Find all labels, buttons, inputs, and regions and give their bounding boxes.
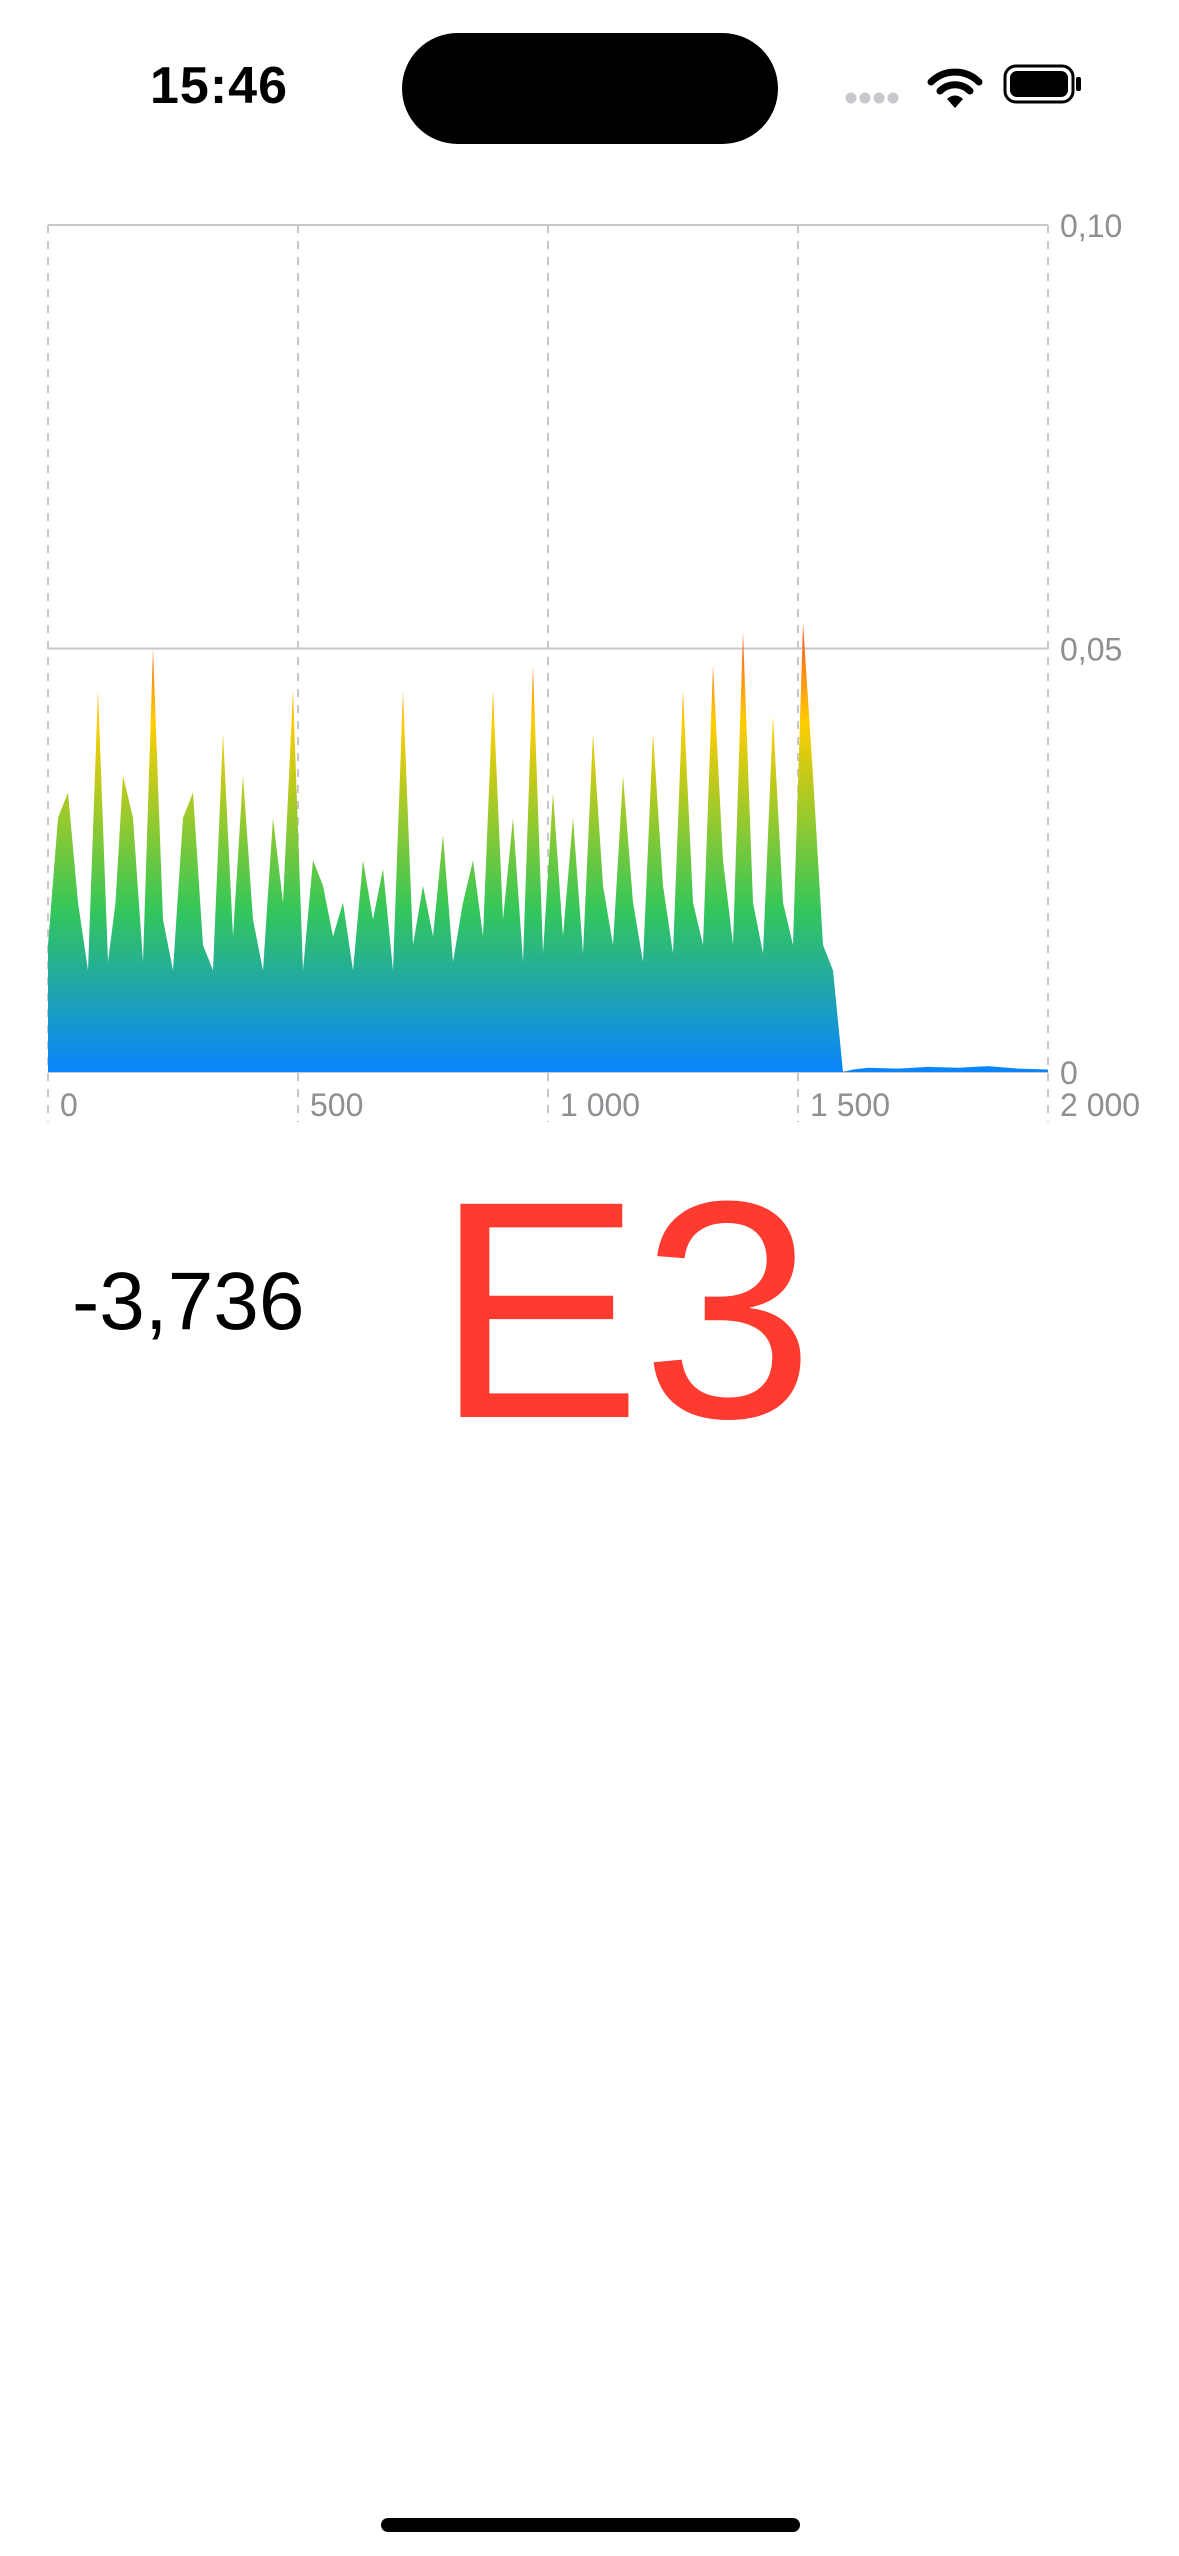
x-tick-label: 1 000 [560, 1087, 640, 1123]
x-tick-label: 2 000 [1060, 1087, 1140, 1123]
status-time: 15:46 [150, 57, 288, 115]
spectrum-chart-svg: 0 0,05 0,10 0 500 1 000 1 500 2 000 [47, 208, 1140, 1123]
wifi-icon [927, 68, 983, 108]
battery-icon [1003, 64, 1081, 104]
x-tick-label: 1 500 [810, 1087, 890, 1123]
x-tick-label: 500 [310, 1087, 363, 1123]
status-icons [845, 60, 1085, 110]
y-tick-label: 0,10 [1060, 208, 1122, 244]
x-tick-label: 0 [60, 1087, 78, 1123]
cents-readout: -3,736 [72, 1256, 305, 1347]
y-tick-label: 0,05 [1060, 632, 1122, 668]
spectrum-area [48, 623, 1048, 1072]
note-label: E3 [435, 1136, 815, 1483]
home-indicator[interactable] [381, 2518, 800, 2532]
y-tick-label: 0 [1060, 1055, 1078, 1091]
spectrum-chart: 0 0,05 0,10 0 500 1 000 1 500 2 000 [0, 190, 1179, 1150]
status-bar: 15:46 [0, 0, 1179, 180]
cellular-signal-icon [845, 92, 899, 104]
dynamic-island [402, 33, 778, 144]
